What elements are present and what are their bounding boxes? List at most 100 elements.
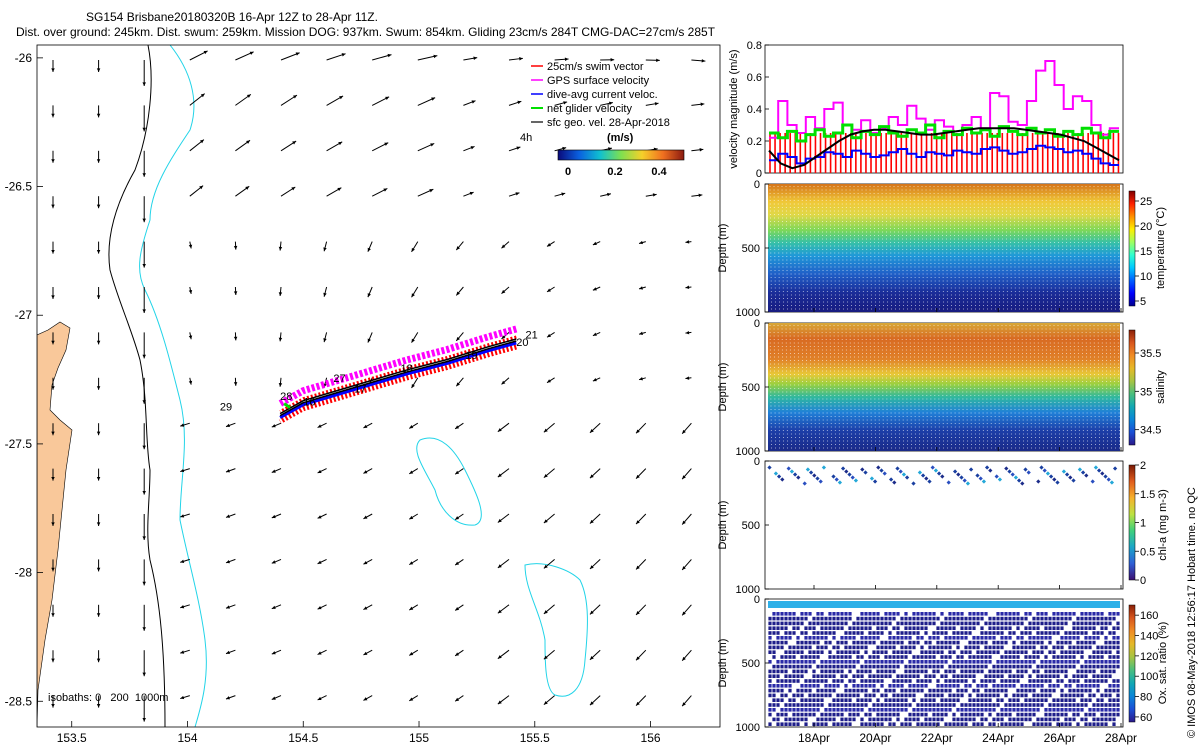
oxygen-point: [804, 688, 808, 693]
oxygen-point: [896, 684, 900, 688]
oxygen-point: [1112, 645, 1116, 650]
oxygen-point: [776, 717, 780, 722]
sfc-arrow-head: [563, 101, 568, 105]
oxygen-point: [1100, 626, 1104, 630]
sfc-arrow-head: [51, 431, 55, 436]
oxygen-point: [1056, 631, 1060, 635]
oxygen-point: [1072, 631, 1076, 635]
sfc-arrow-head: [592, 332, 597, 336]
oxygen-point: [924, 669, 928, 674]
oxygen-point: [872, 684, 876, 688]
oxygen-point: [852, 674, 856, 678]
oxygen-point: [796, 645, 800, 650]
oxygen-point: [1072, 655, 1076, 659]
oxygen-point: [1084, 664, 1088, 669]
oxygen-point: [828, 631, 832, 635]
oxygen-point: [1020, 712, 1024, 717]
chl-point: [968, 467, 974, 472]
oxygen-point: [828, 717, 832, 722]
oxygen-point: [860, 645, 864, 650]
oxygen-point: [848, 708, 852, 712]
oxygen-point: [820, 664, 824, 669]
oxygen-point: [880, 640, 884, 645]
oxygen-point: [1020, 660, 1024, 664]
oxygen-point: [1076, 684, 1080, 688]
oxygen-point: [900, 660, 904, 664]
oxygen-point: [852, 664, 856, 669]
oxygen-point: [1084, 640, 1088, 645]
oxygen-point: [964, 717, 968, 722]
oxygen-point: [908, 674, 912, 678]
oxygen-point: [864, 664, 868, 669]
oxygen-point: [980, 636, 984, 640]
oxygen-point: [1004, 616, 1008, 621]
oxygen-surface-point: [864, 601, 868, 608]
oxygen-point: [952, 626, 956, 630]
oxygen-point: [1112, 669, 1116, 674]
oxygen-point: [1064, 621, 1068, 626]
oxygen-point: [948, 669, 952, 674]
oxygen-point: [1072, 612, 1076, 616]
oxygen-point: [860, 636, 864, 640]
oxygen-point: [1028, 688, 1032, 693]
oxygen-point: [844, 655, 848, 659]
oxygen-point: [1092, 664, 1096, 669]
colorbar-tick-label: 1: [1140, 518, 1146, 530]
oxygen-point: [832, 621, 836, 626]
colorbar-tick-label: 120: [1140, 651, 1158, 663]
chl-point: [1013, 475, 1019, 480]
oxygen-point: [1040, 703, 1044, 707]
oxygen-point: [872, 664, 876, 669]
oxygen-point: [1052, 621, 1056, 626]
oxygen-point: [972, 660, 976, 664]
chl-point: [805, 467, 811, 472]
colorbar-tick-label: 2: [1140, 460, 1146, 472]
oxygen-point: [984, 664, 988, 669]
oxygen-point: [852, 650, 856, 654]
sfc-arrow-head: [271, 560, 276, 564]
oxygen-point: [840, 626, 844, 630]
oxygen-point: [1064, 650, 1068, 654]
oxygen-point: [876, 621, 880, 626]
oxygen-point: [1044, 698, 1048, 702]
map-frame: [36, 44, 721, 728]
oxygen-point: [884, 650, 888, 654]
oxygen-point: [1092, 712, 1096, 717]
sfc-arrow-head: [682, 520, 686, 525]
chl-point: [882, 471, 887, 476]
oxygen-point: [1076, 616, 1080, 621]
oxygen-point: [1052, 703, 1056, 707]
legend-net-label: net glider velocity: [547, 103, 632, 115]
oxygen-point: [812, 674, 816, 678]
oxygen-point: [1040, 688, 1044, 693]
oxygen-point: [1108, 612, 1112, 616]
sfc-arrow-head: [199, 185, 204, 190]
oxygen-point: [1016, 655, 1020, 659]
isobath-1000: [139, 45, 207, 727]
sfc-arrow-head: [363, 515, 368, 519]
oxygen-point: [772, 688, 776, 693]
oxygen-point: [1116, 684, 1120, 688]
oxygen-point: [1092, 655, 1096, 659]
oxygen-point: [792, 669, 796, 674]
oxygen-point: [912, 612, 916, 616]
sfc-arrow-head: [639, 377, 643, 381]
oxygen-point: [940, 693, 944, 698]
oxygen-point: [888, 669, 892, 674]
oxygen-point: [804, 664, 808, 669]
oxygen-point: [884, 626, 888, 630]
sfc-arrow-head: [589, 519, 594, 524]
oxygen-point: [812, 626, 816, 630]
sfc-arrow-head: [682, 656, 686, 661]
oxygen-point: [892, 708, 896, 712]
oxygen-point: [932, 722, 936, 726]
oxygen-point: [972, 674, 976, 678]
oxygen-point: [1068, 703, 1072, 707]
oxygen-point: [768, 674, 772, 678]
oxygen-point: [896, 708, 900, 712]
oxygen-point: [1092, 722, 1096, 726]
oxygen-surface-point: [1116, 601, 1120, 608]
oxygen-point: [940, 631, 944, 635]
oxygen-point: [892, 645, 896, 650]
oxygen-point: [1088, 655, 1092, 659]
